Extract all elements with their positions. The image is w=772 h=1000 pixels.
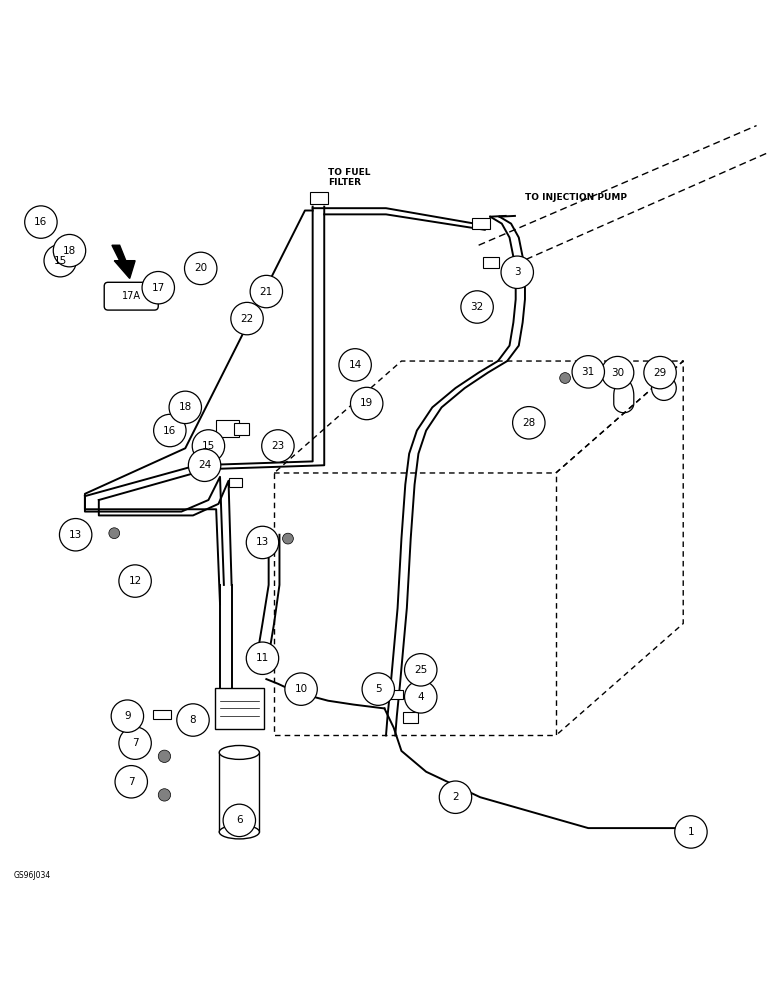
Circle shape <box>185 252 217 285</box>
Text: 29: 29 <box>653 368 667 378</box>
Text: 6: 6 <box>236 815 242 825</box>
Circle shape <box>177 704 209 736</box>
Polygon shape <box>112 245 135 278</box>
Text: 19: 19 <box>360 398 374 408</box>
Text: 31: 31 <box>581 367 595 377</box>
Circle shape <box>158 750 171 762</box>
Text: 16: 16 <box>163 426 177 436</box>
Circle shape <box>362 673 394 705</box>
Circle shape <box>560 373 571 383</box>
Circle shape <box>44 244 76 277</box>
FancyBboxPatch shape <box>104 282 158 310</box>
FancyBboxPatch shape <box>472 218 490 229</box>
Text: TO INJECTION PUMP: TO INJECTION PUMP <box>525 193 627 202</box>
Text: 18: 18 <box>63 246 76 256</box>
Circle shape <box>513 407 545 439</box>
Circle shape <box>158 789 171 801</box>
Text: 13: 13 <box>256 537 269 547</box>
Text: 25: 25 <box>414 665 428 675</box>
Circle shape <box>109 528 120 539</box>
Circle shape <box>601 356 634 389</box>
FancyBboxPatch shape <box>215 688 264 729</box>
Circle shape <box>169 391 201 424</box>
FancyBboxPatch shape <box>153 710 171 719</box>
Circle shape <box>501 256 533 288</box>
FancyBboxPatch shape <box>216 420 239 437</box>
Circle shape <box>111 700 144 732</box>
Circle shape <box>652 376 676 400</box>
Text: 11: 11 <box>256 653 269 663</box>
Circle shape <box>53 234 86 267</box>
Circle shape <box>461 291 493 323</box>
Text: 17: 17 <box>151 283 165 293</box>
Text: 23: 23 <box>271 441 285 451</box>
FancyBboxPatch shape <box>389 690 403 699</box>
Text: 21: 21 <box>259 287 273 297</box>
FancyBboxPatch shape <box>483 257 499 268</box>
Text: 9: 9 <box>124 711 130 721</box>
Circle shape <box>246 642 279 674</box>
Circle shape <box>231 302 263 335</box>
Text: TO FUEL
FILTER: TO FUEL FILTER <box>328 168 371 187</box>
Text: 24: 24 <box>198 460 212 470</box>
Text: 15: 15 <box>53 256 67 266</box>
Text: 3: 3 <box>514 267 520 277</box>
Text: 20: 20 <box>194 263 208 273</box>
Circle shape <box>405 654 437 686</box>
Circle shape <box>283 533 293 544</box>
Text: 14: 14 <box>348 360 362 370</box>
FancyBboxPatch shape <box>234 423 249 435</box>
Circle shape <box>644 356 676 389</box>
Circle shape <box>285 673 317 705</box>
FancyBboxPatch shape <box>219 752 259 832</box>
Text: 12: 12 <box>128 576 142 586</box>
Circle shape <box>350 387 383 420</box>
Circle shape <box>572 356 604 388</box>
FancyBboxPatch shape <box>229 478 242 487</box>
FancyBboxPatch shape <box>403 712 418 723</box>
Circle shape <box>154 414 186 447</box>
Text: 5: 5 <box>375 684 381 694</box>
Circle shape <box>192 430 225 462</box>
Circle shape <box>119 727 151 759</box>
FancyBboxPatch shape <box>310 192 328 204</box>
Text: 16: 16 <box>34 217 48 227</box>
Text: GS96J034: GS96J034 <box>14 871 51 880</box>
Ellipse shape <box>219 745 259 759</box>
Circle shape <box>439 781 472 813</box>
Circle shape <box>223 804 256 837</box>
Text: 17A: 17A <box>122 291 141 301</box>
Circle shape <box>188 449 221 481</box>
Text: 15: 15 <box>201 441 215 451</box>
Text: 8: 8 <box>190 715 196 725</box>
Ellipse shape <box>219 825 259 839</box>
Text: 10: 10 <box>294 684 308 694</box>
Text: 13: 13 <box>69 530 83 540</box>
Circle shape <box>119 565 151 597</box>
Text: 30: 30 <box>611 368 625 378</box>
Circle shape <box>115 766 147 798</box>
Circle shape <box>59 519 92 551</box>
Text: 32: 32 <box>470 302 484 312</box>
Circle shape <box>246 526 279 559</box>
Text: 7: 7 <box>132 738 138 748</box>
Text: 1: 1 <box>688 827 694 837</box>
Text: 7: 7 <box>128 777 134 787</box>
Text: 22: 22 <box>240 314 254 324</box>
Circle shape <box>25 206 57 238</box>
Circle shape <box>405 681 437 713</box>
Text: 2: 2 <box>452 792 459 802</box>
Circle shape <box>339 349 371 381</box>
Text: 18: 18 <box>178 402 192 412</box>
Text: 4: 4 <box>418 692 424 702</box>
Text: 28: 28 <box>522 418 536 428</box>
Circle shape <box>675 816 707 848</box>
Circle shape <box>250 275 283 308</box>
Circle shape <box>262 430 294 462</box>
Circle shape <box>142 271 174 304</box>
